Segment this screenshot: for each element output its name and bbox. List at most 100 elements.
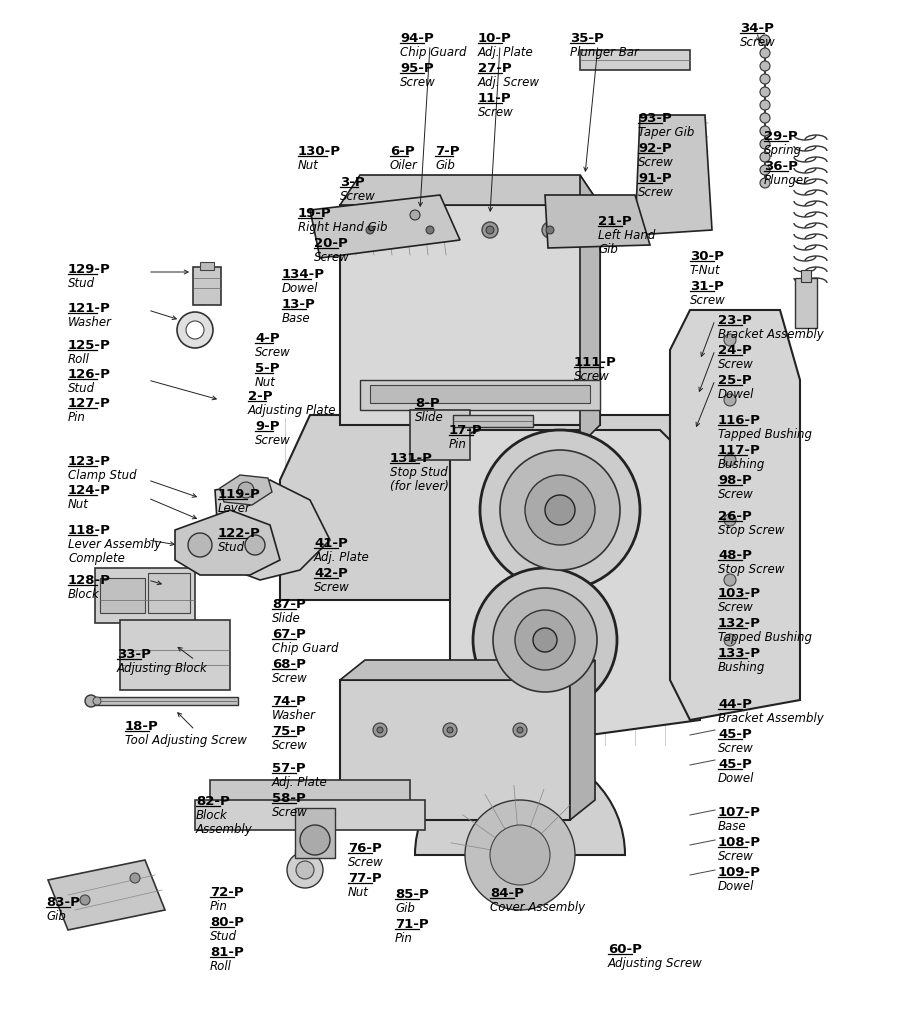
Circle shape — [486, 226, 494, 234]
Bar — [801, 270, 811, 282]
Text: 7-P: 7-P — [435, 145, 460, 158]
Circle shape — [724, 394, 736, 406]
Circle shape — [760, 113, 770, 123]
Polygon shape — [220, 475, 272, 505]
Text: Adj. Plate: Adj. Plate — [272, 776, 328, 789]
Text: 18-P: 18-P — [125, 721, 158, 733]
Circle shape — [465, 800, 575, 910]
Bar — [795, 278, 817, 328]
Text: Dowel: Dowel — [718, 772, 754, 785]
Circle shape — [724, 574, 736, 586]
Text: Nut: Nut — [68, 498, 89, 511]
Text: 84-P: 84-P — [490, 887, 524, 900]
Polygon shape — [340, 175, 600, 205]
Text: 19-P: 19-P — [298, 207, 331, 220]
Text: 45-P: 45-P — [718, 728, 752, 741]
Circle shape — [130, 873, 140, 883]
Circle shape — [760, 87, 770, 97]
Circle shape — [760, 74, 770, 84]
Circle shape — [493, 588, 597, 692]
Bar — [193, 267, 221, 305]
Text: 131-P: 131-P — [390, 452, 433, 465]
Text: Roll: Roll — [210, 960, 232, 973]
Bar — [295, 850, 315, 870]
Text: 123-P: 123-P — [68, 455, 111, 468]
Text: Pin: Pin — [68, 411, 86, 423]
Circle shape — [724, 454, 736, 466]
Text: 132-P: 132-P — [718, 617, 760, 630]
Circle shape — [724, 334, 736, 346]
Text: 124-P: 124-P — [68, 484, 111, 497]
Text: Screw: Screw — [718, 601, 754, 613]
Circle shape — [525, 475, 595, 545]
Wedge shape — [415, 750, 625, 855]
FancyArrowPatch shape — [756, 35, 760, 41]
FancyArrowPatch shape — [701, 323, 714, 357]
Circle shape — [500, 450, 620, 570]
Text: Adj. Plate: Adj. Plate — [314, 551, 370, 563]
Text: Screw: Screw — [478, 105, 514, 119]
Circle shape — [177, 312, 213, 349]
Text: 60-P: 60-P — [608, 943, 642, 956]
Circle shape — [287, 852, 323, 888]
Circle shape — [238, 482, 254, 498]
Text: Taper Gib: Taper Gib — [638, 126, 695, 139]
Text: Nut: Nut — [255, 375, 276, 388]
Bar — [210, 780, 410, 805]
Text: Tapped Bushing: Tapped Bushing — [718, 631, 812, 644]
Circle shape — [80, 895, 90, 905]
Text: 13-P: 13-P — [282, 298, 316, 311]
Text: 94-P: 94-P — [400, 32, 434, 45]
Text: 82-P: 82-P — [196, 795, 230, 808]
Circle shape — [760, 165, 770, 175]
Text: 10-P: 10-P — [478, 32, 512, 45]
Text: Screw: Screw — [690, 293, 725, 307]
Text: Clamp Stud: Clamp Stud — [68, 468, 137, 481]
Text: 80-P: 80-P — [210, 916, 244, 929]
Text: Adjusting Plate: Adjusting Plate — [248, 404, 337, 417]
Text: 21-P: 21-P — [598, 215, 632, 228]
Text: Screw: Screw — [638, 155, 674, 169]
Circle shape — [760, 35, 770, 45]
Bar — [295, 808, 335, 858]
Text: Lever: Lever — [218, 502, 251, 514]
Text: Chip Guard: Chip Guard — [272, 642, 338, 654]
Text: Chip Guard: Chip Guard — [400, 46, 466, 58]
Circle shape — [443, 723, 457, 737]
Text: 103-P: 103-P — [718, 587, 761, 600]
Text: Stud: Stud — [218, 541, 245, 554]
Text: 23-P: 23-P — [718, 314, 752, 327]
Text: 74-P: 74-P — [272, 695, 306, 708]
Circle shape — [362, 222, 378, 238]
Polygon shape — [48, 860, 165, 930]
Text: 85-P: 85-P — [395, 888, 428, 901]
FancyArrowPatch shape — [150, 499, 196, 519]
Text: 118-P: 118-P — [68, 524, 111, 537]
FancyArrowPatch shape — [150, 481, 196, 498]
Circle shape — [760, 139, 770, 149]
Circle shape — [760, 61, 770, 71]
Text: 11-P: 11-P — [478, 92, 511, 105]
Text: 44-P: 44-P — [718, 698, 752, 711]
Circle shape — [724, 514, 736, 526]
Text: 67-P: 67-P — [272, 628, 306, 641]
Text: 6-P: 6-P — [390, 145, 415, 158]
Text: Stud: Stud — [68, 277, 95, 289]
Text: 121-P: 121-P — [68, 301, 111, 315]
Circle shape — [426, 226, 434, 234]
Circle shape — [542, 222, 558, 238]
Text: 107-P: 107-P — [718, 806, 760, 819]
Text: Screw: Screw — [272, 805, 308, 819]
FancyArrowPatch shape — [584, 48, 598, 171]
Circle shape — [373, 723, 387, 737]
Text: Bushing: Bushing — [718, 660, 765, 673]
Text: 27-P: 27-P — [478, 62, 511, 75]
Text: 20-P: 20-P — [314, 237, 347, 250]
Text: Plunger: Plunger — [764, 174, 809, 186]
Circle shape — [93, 697, 101, 705]
Text: Nut: Nut — [348, 885, 369, 898]
Circle shape — [296, 861, 314, 879]
Text: 33-P: 33-P — [117, 648, 151, 661]
Text: Stud: Stud — [68, 381, 95, 394]
Text: Assembly: Assembly — [196, 823, 253, 836]
